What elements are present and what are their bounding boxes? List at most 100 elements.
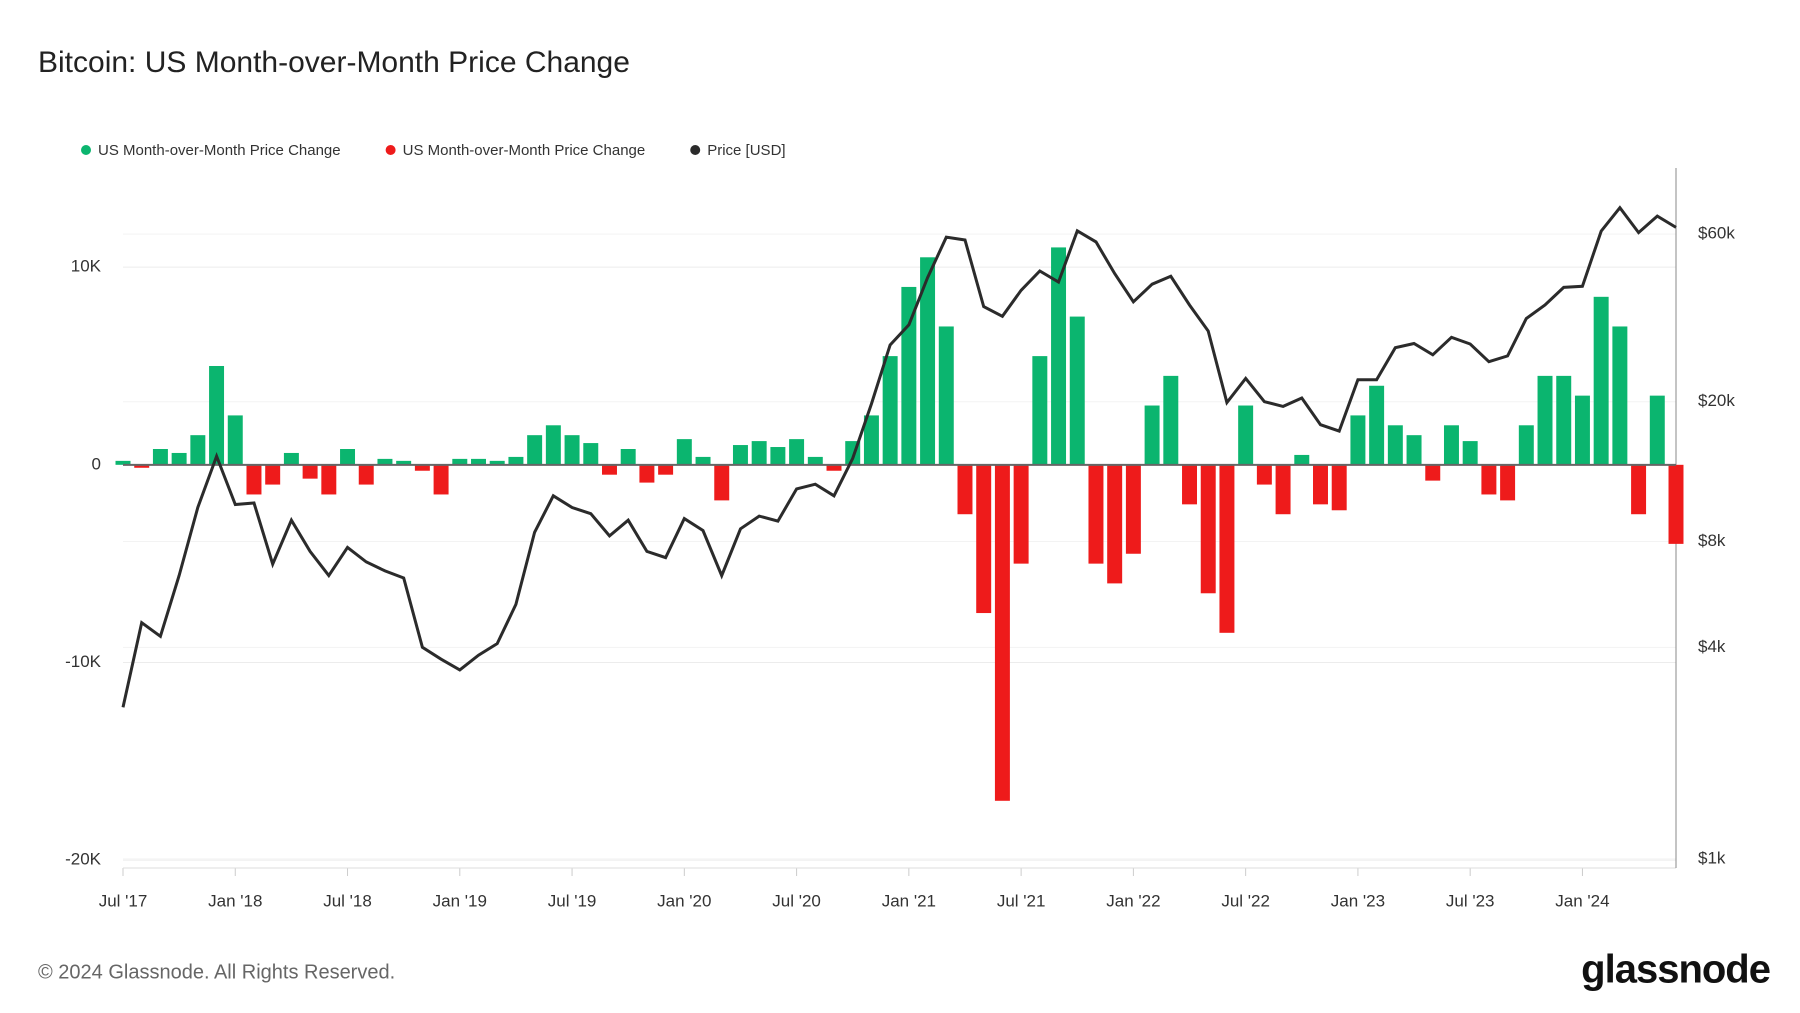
bar xyxy=(1537,375,1553,465)
bar xyxy=(1275,464,1291,515)
bar xyxy=(695,456,711,465)
x-tick-label: Jan '24 xyxy=(1555,891,1609,910)
bar xyxy=(340,449,356,465)
bar xyxy=(1107,464,1123,584)
x-tick-label: Jul '23 xyxy=(1446,891,1495,910)
x-tick-label: Jan '18 xyxy=(208,891,262,910)
x-tick-label: Jan '20 xyxy=(657,891,711,910)
brand-logo: glassnode xyxy=(1581,948,1770,992)
price-line xyxy=(121,205,1677,708)
bar xyxy=(714,464,730,501)
bar xyxy=(1481,464,1497,495)
y-tick-label: 10K xyxy=(71,257,102,276)
legend-label: US Month-over-Month Price Change xyxy=(403,142,646,159)
bar xyxy=(1144,405,1160,465)
bar xyxy=(433,464,449,495)
x-tick-label: Jul '20 xyxy=(772,891,821,910)
bar xyxy=(676,439,692,465)
bar xyxy=(826,464,842,471)
legend-marker xyxy=(81,145,91,155)
x-tick-label: Jul '19 xyxy=(548,891,597,910)
legend-marker xyxy=(690,145,701,155)
bar xyxy=(115,460,131,465)
legend-marker xyxy=(385,145,396,155)
bar xyxy=(1518,425,1534,465)
bar xyxy=(770,447,786,465)
bar xyxy=(1294,454,1310,465)
copyright: © 2024 Glassnode. All Rights Reserved. xyxy=(38,961,395,983)
bar xyxy=(1593,296,1609,465)
bar xyxy=(1163,375,1179,465)
y2-tick-label: $20k xyxy=(1698,391,1735,410)
x-tick-label: Jan '19 xyxy=(433,891,487,910)
bar xyxy=(1182,464,1198,505)
bar xyxy=(1069,316,1085,465)
x-tick-label: Jul '18 xyxy=(323,891,372,910)
bar xyxy=(789,439,805,465)
bar xyxy=(1032,356,1048,465)
bar xyxy=(1200,464,1216,594)
bar xyxy=(1406,435,1422,465)
x-tick-label: Jan '22 xyxy=(1106,891,1160,910)
bar xyxy=(452,458,468,465)
bar xyxy=(1668,464,1684,544)
y2-tick-label: $1k xyxy=(1698,848,1726,867)
bar xyxy=(976,464,992,614)
bar xyxy=(190,435,206,465)
bar xyxy=(152,449,168,465)
bar xyxy=(377,458,393,465)
bar xyxy=(1387,425,1403,465)
bar xyxy=(732,445,748,465)
bar xyxy=(227,415,243,465)
y2-tick-label: $60k xyxy=(1698,224,1735,243)
bar xyxy=(1462,441,1478,465)
bar xyxy=(1013,464,1029,564)
bar xyxy=(1369,385,1385,465)
bar xyxy=(489,460,505,465)
y2-tick-label: $8k xyxy=(1698,531,1726,550)
x-tick-label: Jul '17 xyxy=(99,891,148,910)
bar xyxy=(1649,395,1665,465)
bar xyxy=(1051,247,1067,465)
bar xyxy=(134,464,150,468)
bar xyxy=(920,257,936,465)
bar xyxy=(209,365,225,465)
bar xyxy=(1350,415,1366,465)
bar xyxy=(171,452,187,465)
bar xyxy=(601,464,617,475)
bar xyxy=(1088,464,1104,564)
bar xyxy=(882,356,898,465)
y2-tick-label: $4k xyxy=(1698,637,1726,656)
bar xyxy=(527,435,543,465)
legend-label: Price [USD] xyxy=(707,142,785,159)
bar xyxy=(1313,464,1328,505)
bar xyxy=(957,464,973,515)
y-tick-label: -10K xyxy=(65,652,102,671)
bar xyxy=(414,464,430,471)
bar xyxy=(1219,464,1235,633)
bar xyxy=(321,464,337,495)
bar xyxy=(1443,425,1459,465)
bar xyxy=(1574,395,1590,465)
bar xyxy=(1556,375,1572,465)
bar xyxy=(396,460,412,465)
bar xyxy=(1500,464,1516,501)
bar xyxy=(1612,326,1628,465)
bar xyxy=(620,449,636,465)
bar xyxy=(658,464,674,475)
bar xyxy=(283,452,299,465)
bar xyxy=(1238,405,1254,465)
bar xyxy=(564,435,580,465)
bar xyxy=(807,456,823,465)
x-tick-label: Jul '21 xyxy=(997,891,1046,910)
bar xyxy=(1331,464,1347,511)
bar xyxy=(1256,464,1272,485)
x-tick-label: Jan '23 xyxy=(1331,891,1385,910)
bar xyxy=(265,464,281,485)
y-tick-label: -20K xyxy=(65,850,102,869)
bar xyxy=(471,458,486,465)
x-tick-label: Jan '21 xyxy=(882,891,936,910)
bar xyxy=(938,326,954,465)
bar xyxy=(863,415,879,465)
